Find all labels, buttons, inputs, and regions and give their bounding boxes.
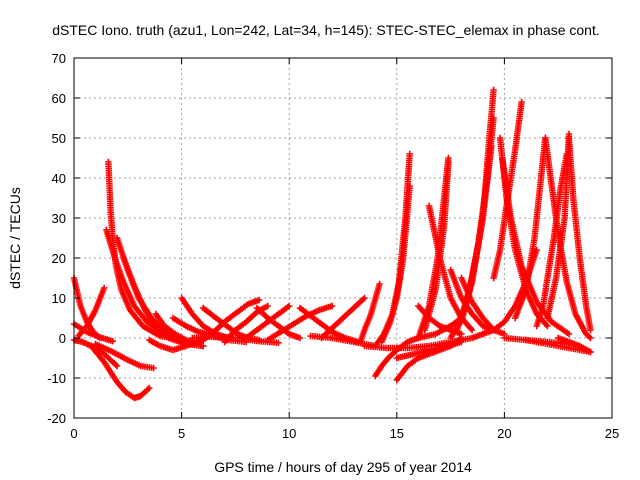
plot-frame bbox=[73, 57, 613, 419]
y-tick-label: 50 bbox=[52, 131, 66, 146]
data-marks bbox=[70, 86, 594, 402]
series-markers bbox=[447, 266, 497, 334]
series-6 bbox=[92, 340, 157, 372]
y-tick-label: -20 bbox=[47, 411, 66, 426]
series-12 bbox=[152, 310, 200, 348]
x-tick-label: 5 bbox=[178, 426, 185, 441]
series-5 bbox=[88, 342, 153, 402]
series-18 bbox=[221, 302, 271, 346]
series-markers bbox=[499, 154, 573, 338]
y-tick-label: 0 bbox=[59, 331, 66, 346]
y-tick-label: 20 bbox=[52, 251, 66, 266]
y-tick-label: 30 bbox=[52, 211, 66, 226]
series-markers bbox=[88, 342, 153, 402]
series-49 bbox=[565, 134, 594, 334]
series-52 bbox=[555, 334, 594, 356]
series-markers bbox=[555, 334, 594, 356]
series-43 bbox=[499, 154, 573, 338]
x-tick-label: 10 bbox=[282, 426, 296, 441]
x-tick-label: 0 bbox=[70, 426, 77, 441]
series-markers bbox=[501, 334, 573, 348]
ticks: 0 5 10 15 20 25 -20 -10 0 10 20 30 40 50 60 70 bbox=[47, 51, 619, 441]
y-axis-label: dSTEC / TECUs bbox=[7, 187, 23, 289]
y-tick-label: -10 bbox=[47, 371, 66, 386]
series-markers bbox=[565, 134, 594, 334]
series-27 bbox=[378, 182, 413, 346]
series-markers bbox=[92, 340, 157, 372]
series-markers bbox=[357, 280, 383, 346]
chart-title: dSTEC Iono. truth (azu1, Lon=242, Lat=34… bbox=[52, 22, 599, 38]
x-tick-label: 25 bbox=[605, 426, 619, 441]
series-markers bbox=[512, 134, 549, 322]
series-markers bbox=[378, 182, 413, 346]
x-axis-label: GPS time / hours of day 295 of year 2014 bbox=[214, 459, 472, 475]
y-tick-label: 60 bbox=[52, 91, 66, 106]
x-tick-label: 20 bbox=[497, 426, 511, 441]
series-47 bbox=[533, 150, 570, 330]
y-tick-label: 40 bbox=[52, 171, 66, 186]
series-31 bbox=[393, 338, 465, 362]
series-25 bbox=[357, 280, 383, 346]
x-tick-label: 15 bbox=[390, 426, 404, 441]
series-markers bbox=[221, 302, 271, 346]
y-tick-label: 70 bbox=[52, 51, 66, 66]
series-markers bbox=[533, 150, 570, 330]
series-markers bbox=[393, 338, 465, 362]
series-markers bbox=[75, 284, 108, 340]
series-45 bbox=[512, 134, 549, 322]
series-39 bbox=[447, 266, 497, 334]
y-tick-label: 10 bbox=[52, 291, 66, 306]
series-4 bbox=[75, 284, 108, 340]
series-51 bbox=[501, 334, 573, 348]
series-markers bbox=[152, 310, 200, 348]
